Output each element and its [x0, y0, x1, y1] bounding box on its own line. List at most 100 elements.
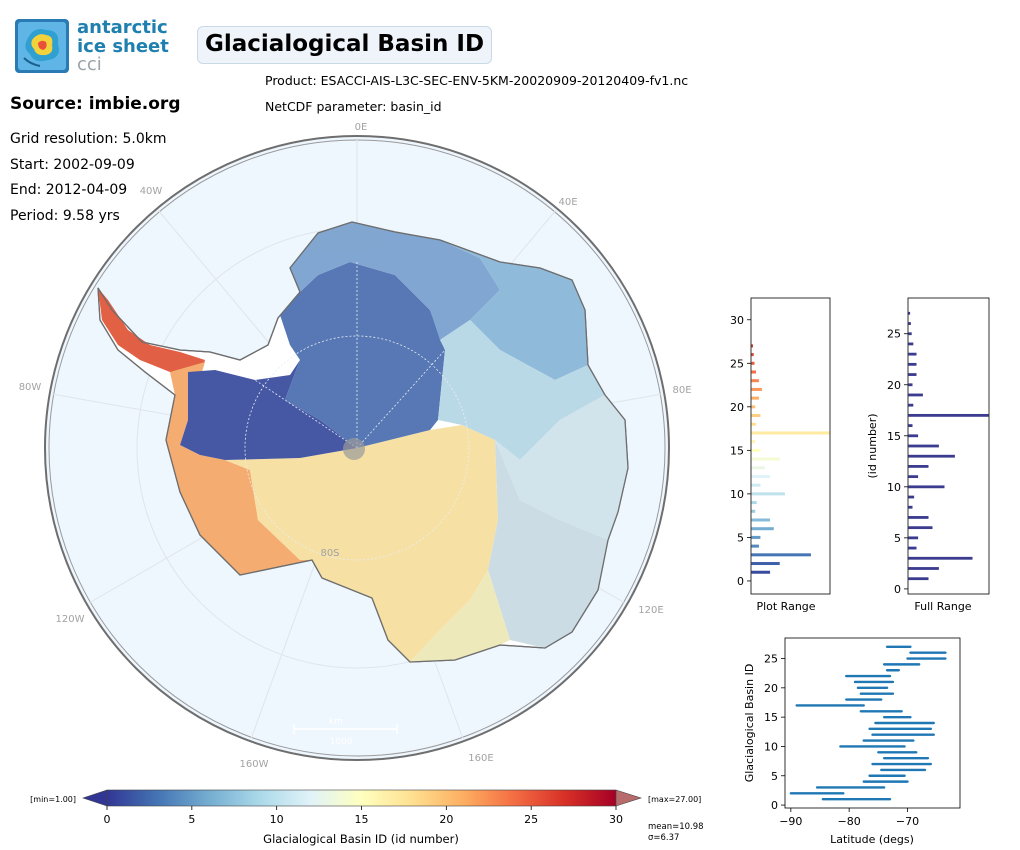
hist-full-ytick-label: 25	[887, 328, 901, 341]
lat-plot-ylabel: Glacialogical Basin ID	[743, 664, 756, 783]
hist-full-bar	[908, 536, 919, 540]
latitude-range-plot: 0 5 10 15 20 25 −90 −80 −70 Glacialogical Basin…	[743, 637, 961, 846]
lat-plot-ytick-label: 15	[764, 711, 778, 724]
hist-full-bar	[908, 526, 933, 530]
hist-full-bar	[908, 352, 917, 356]
meridian-label: 0E	[355, 122, 368, 133]
meridian-label: 80E	[672, 385, 691, 396]
lat-plot-ytick-label: 0	[771, 799, 778, 812]
hist-plot-bar	[751, 370, 756, 374]
hist-plot-frame	[750, 297, 831, 595]
page-title: Glacialogical Basin ID	[197, 26, 493, 64]
hist-plot-bar	[751, 527, 774, 531]
hist-full-bars	[908, 311, 989, 581]
basin-paleblue-east	[438, 320, 605, 460]
meridian-label: 120W	[56, 614, 85, 625]
hist-plot-bar	[751, 474, 771, 478]
meridian-label: 40W	[140, 186, 163, 197]
hist-plot-bar	[751, 492, 785, 496]
hist-full-bar	[908, 413, 989, 417]
hist-full-ytick-label: 15	[887, 430, 901, 443]
hist-plot-bar	[751, 553, 811, 557]
colorbar-gradient	[106, 789, 617, 807]
hist-plot-ytick-label: 25	[730, 357, 744, 370]
source-label: Source: imbie.org	[10, 94, 181, 114]
hist-plot-ytick-label: 20	[730, 401, 744, 414]
colorbar-tick-label: 5	[188, 813, 195, 826]
colorbar-tick-label: 25	[524, 813, 538, 826]
lat-plot-xtick-label: −90	[779, 815, 802, 828]
scale-unit-label: km	[329, 717, 343, 727]
hist-plot-bar	[751, 353, 754, 357]
hist-plot-bar	[751, 344, 753, 348]
hist-plot-title: Plot Range	[756, 600, 815, 613]
basin-yellow-oates	[410, 570, 510, 662]
colorbar-max-arrow	[615, 789, 642, 807]
hist-plot-bar	[751, 544, 759, 548]
grid-resolution-label: Grid resolution: 5.0km	[10, 131, 167, 147]
colorbar-tick-label: 20	[439, 813, 453, 826]
scale-value-label: 1000	[330, 737, 353, 747]
map-inner-graticule	[244, 260, 470, 561]
parallel-label: 80S	[320, 548, 339, 559]
hist-full-bar	[908, 475, 919, 479]
hist-plot-ytick-label: 30	[730, 314, 744, 327]
hist-plot-bar	[751, 405, 756, 409]
hist-full-yticks: 0 5 10 15 20 25	[887, 328, 908, 596]
hist-plot-bar	[751, 570, 771, 574]
hist-full-bar	[908, 567, 939, 570]
hist-full-bar	[908, 516, 929, 519]
hist-full-bar	[908, 444, 939, 448]
hist-full-bar	[908, 465, 929, 468]
meridian-label: 40E	[558, 197, 577, 208]
colorbar-tick-label: 30	[609, 813, 623, 826]
hist-full-bar	[908, 424, 913, 427]
colorbar-tick-label: 10	[270, 813, 284, 826]
hist-plot-bars	[751, 344, 830, 574]
hist-plot-bar	[751, 414, 761, 418]
hist-full-bar	[908, 393, 923, 397]
south-pole-hole	[343, 438, 365, 460]
hist-plot-ytick-label: 10	[730, 488, 744, 501]
hist-plot-ytick-label: 5	[737, 531, 744, 544]
lat-plot-ytick-label: 5	[771, 770, 778, 783]
hist-plot-bar	[751, 448, 761, 452]
basin-blue-amery	[440, 240, 588, 380]
hist-full-bar	[908, 454, 955, 458]
hist-plot-bar	[751, 361, 755, 365]
coastline	[97, 221, 629, 663]
histogram-plot-range: 0 5 10 15 20 25 30 Plot Range	[730, 297, 831, 613]
hist-full-bar	[908, 505, 913, 509]
hist-full-bar	[908, 342, 914, 346]
basin-lightblue-wilkes	[495, 395, 628, 540]
hist-plot-bar	[751, 483, 761, 487]
product-label: Product: ESACCI-AIS-L3C-SEC-ENV-5KM-2002…	[265, 73, 689, 88]
hist-plot-bar	[751, 562, 780, 566]
logo-text-ice-sheet: ice sheet	[77, 36, 169, 57]
hist-plot-bar	[751, 466, 765, 470]
hist-full-bar	[908, 383, 913, 387]
lat-plot-xticks: −90 −80 −70	[779, 808, 919, 828]
antarctica-map: km 1000 0E 40E 80E 120E 160E 160W 120W 8…	[19, 122, 692, 770]
hist-plot-bar	[751, 387, 762, 391]
meridian-label: 120E	[638, 605, 663, 616]
logo-text-cci: cci	[77, 54, 102, 75]
hist-full-ytick-label: 0	[894, 583, 901, 596]
hist-full-bar	[908, 495, 915, 499]
hist-full-title: Full Range	[914, 600, 971, 613]
colorbar-ticks: 0 5 10 15 20 25 30	[104, 806, 623, 826]
hist-full-bar	[908, 546, 917, 550]
hist-plot-bar	[751, 422, 756, 426]
lat-plot-yticks: 0 5 10 15 20 25	[764, 653, 785, 812]
meridian-label: 160E	[468, 753, 493, 764]
hist-full-bar	[908, 311, 911, 315]
hist-plot-bar	[751, 518, 771, 522]
lat-plot-xlabel: Latitude (degs)	[830, 833, 914, 846]
hist-full-ytick-label: 10	[887, 481, 901, 494]
histogram-full-range: 0 5 10 15 20 25 (id number) Full Range	[866, 297, 990, 613]
hist-full-bar	[908, 322, 911, 325]
hist-full-bar	[908, 556, 973, 560]
netcdf-label: NetCDF parameter: basin_id	[265, 99, 442, 114]
colorbar-mean: mean=10.98	[648, 822, 704, 832]
hist-plot-bar	[751, 396, 759, 400]
